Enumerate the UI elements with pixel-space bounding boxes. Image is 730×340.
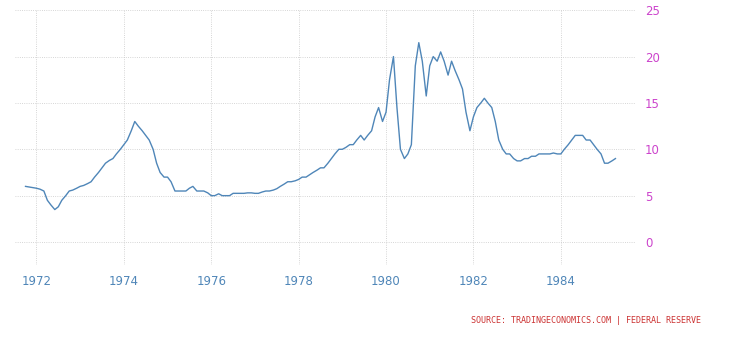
- Text: SOURCE: TRADINGECONOMICS.COM | FEDERAL RESERVE: SOURCE: TRADINGECONOMICS.COM | FEDERAL R…: [471, 316, 701, 325]
